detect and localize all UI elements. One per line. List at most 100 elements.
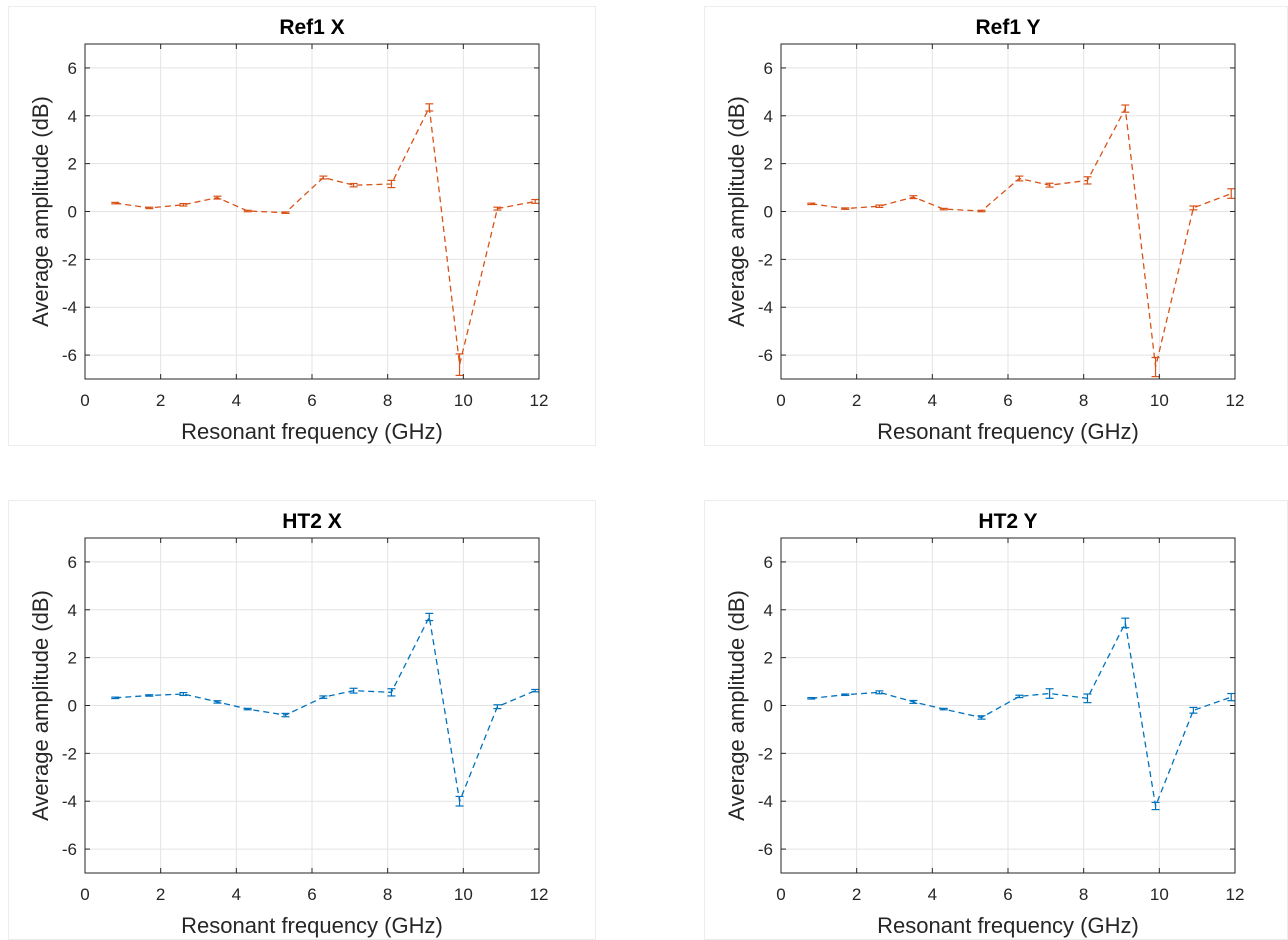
y-tick-label: -4 — [758, 298, 773, 317]
x-tick-label: 10 — [454, 885, 473, 904]
y-tick-label: -6 — [62, 840, 77, 859]
error-bar — [455, 795, 464, 807]
data-series — [807, 617, 1236, 811]
error-bar — [493, 704, 502, 710]
grid — [781, 538, 1235, 873]
error-bar — [281, 211, 290, 215]
data-series — [111, 612, 540, 807]
x-tick-label: 6 — [1003, 391, 1012, 410]
error-bar — [179, 691, 188, 697]
y-tick-label: 6 — [68, 59, 77, 78]
error-bar — [145, 694, 154, 697]
error-bar — [1227, 188, 1236, 199]
y-tick-label: -4 — [758, 792, 773, 811]
error-bar — [349, 182, 358, 188]
y-tick-label: 2 — [764, 155, 773, 174]
error-bar — [1151, 356, 1160, 378]
error-bar — [807, 202, 816, 206]
x-tick-label: 8 — [383, 391, 392, 410]
error-bar — [1189, 205, 1198, 211]
error-bar — [425, 103, 434, 112]
error-bar — [909, 195, 918, 200]
error-bar — [425, 612, 434, 622]
y-tick-label: -6 — [758, 346, 773, 365]
x-tick-label: 8 — [1079, 391, 1088, 410]
y-tick-label: 2 — [68, 155, 77, 174]
error-bar — [1045, 688, 1054, 699]
chart-title: HT2 Y — [978, 510, 1037, 533]
data-series — [111, 103, 540, 377]
x-tick-label: 8 — [1079, 885, 1088, 904]
x-tick-label: 10 — [454, 391, 473, 410]
x-tick-label: 2 — [156, 391, 165, 410]
x-tick-label: 12 — [1226, 391, 1245, 410]
x-axis-label: Resonant frequency (GHz) — [877, 913, 1139, 938]
y-tick-label: -4 — [62, 792, 77, 811]
tick-labels: 0 2 4 6 8 10 12 -6 -4 -2 0 2 4 6 — [62, 538, 548, 904]
grid — [85, 538, 539, 873]
panel-frame — [704, 6, 1288, 446]
y-tick-label: 0 — [68, 203, 77, 222]
error-bar — [1189, 706, 1198, 714]
x-tick-label: 0 — [776, 885, 785, 904]
y-tick-label: 6 — [68, 553, 77, 572]
y-axis-label: Average amplitude (dB) — [28, 96, 53, 327]
error-bar — [349, 687, 358, 694]
error-bar — [213, 700, 222, 704]
y-tick-label: -2 — [758, 744, 773, 763]
x-tick-label: 6 — [307, 391, 316, 410]
error-bar — [1151, 801, 1160, 811]
y-tick-label: 4 — [764, 601, 773, 620]
x-tick-label: 0 — [80, 391, 89, 410]
chart-title: HT2 X — [282, 510, 342, 533]
x-tick-label: 10 — [1150, 885, 1169, 904]
y-tick-label: -6 — [758, 840, 773, 859]
panel-frame — [704, 500, 1288, 940]
error-bar — [281, 712, 290, 718]
error-bar — [455, 353, 464, 377]
y-tick-label: 0 — [764, 203, 773, 222]
x-tick-label: 8 — [383, 885, 392, 904]
y-tick-label: -2 — [758, 250, 773, 269]
tick-labels: 0 2 4 6 8 10 12 -6 -4 -2 0 2 4 6 — [758, 44, 1245, 410]
y-tick-label: 0 — [68, 697, 77, 716]
y-axis-label: Average amplitude (dB) — [724, 96, 749, 327]
error-bar — [875, 690, 884, 695]
y-tick-label: -2 — [62, 744, 77, 763]
error-bar — [1227, 692, 1236, 702]
x-tick-label: 4 — [928, 391, 937, 410]
x-tick-label: 2 — [156, 885, 165, 904]
y-axis-label: Average amplitude (dB) — [724, 590, 749, 821]
error-bar — [1083, 693, 1092, 704]
error-bar — [243, 209, 252, 213]
chart-panel-ref1-x: 0 2 4 6 8 10 12 -6 -4 -2 0 2 4 6 Ref1 X Resonant freq… — [8, 6, 596, 446]
x-tick-label: 10 — [1150, 391, 1169, 410]
y-axis-label: Average amplitude (dB) — [28, 590, 53, 821]
y-tick-label: -6 — [62, 346, 77, 365]
x-tick-label: 2 — [852, 391, 861, 410]
y-tick-label: -4 — [62, 298, 77, 317]
y-tick-label: 2 — [68, 649, 77, 668]
error-bar — [841, 693, 850, 697]
error-bar — [145, 206, 154, 210]
error-bar — [531, 688, 540, 693]
x-tick-label: 6 — [1003, 885, 1012, 904]
x-tick-label: 12 — [1226, 885, 1245, 904]
y-tick-label: 4 — [68, 107, 77, 126]
panel-frame — [8, 6, 596, 446]
x-tick-label: 6 — [307, 885, 316, 904]
grid — [781, 44, 1235, 379]
chart-panel-ref1-y: 0 2 4 6 8 10 12 -6 -4 -2 0 2 4 6 Ref1 Y Resonant freq… — [704, 6, 1288, 446]
y-tick-label: 6 — [764, 553, 773, 572]
data-series — [807, 104, 1236, 378]
error-bar — [531, 198, 540, 204]
x-tick-label: 12 — [530, 391, 549, 410]
y-tick-label: 4 — [68, 601, 77, 620]
error-bar — [213, 195, 222, 200]
error-bar — [1045, 182, 1054, 188]
error-bar — [243, 707, 252, 711]
error-bar — [1015, 175, 1024, 182]
error-bar — [1121, 104, 1130, 113]
error-bar — [387, 688, 396, 697]
error-bar — [111, 696, 120, 700]
